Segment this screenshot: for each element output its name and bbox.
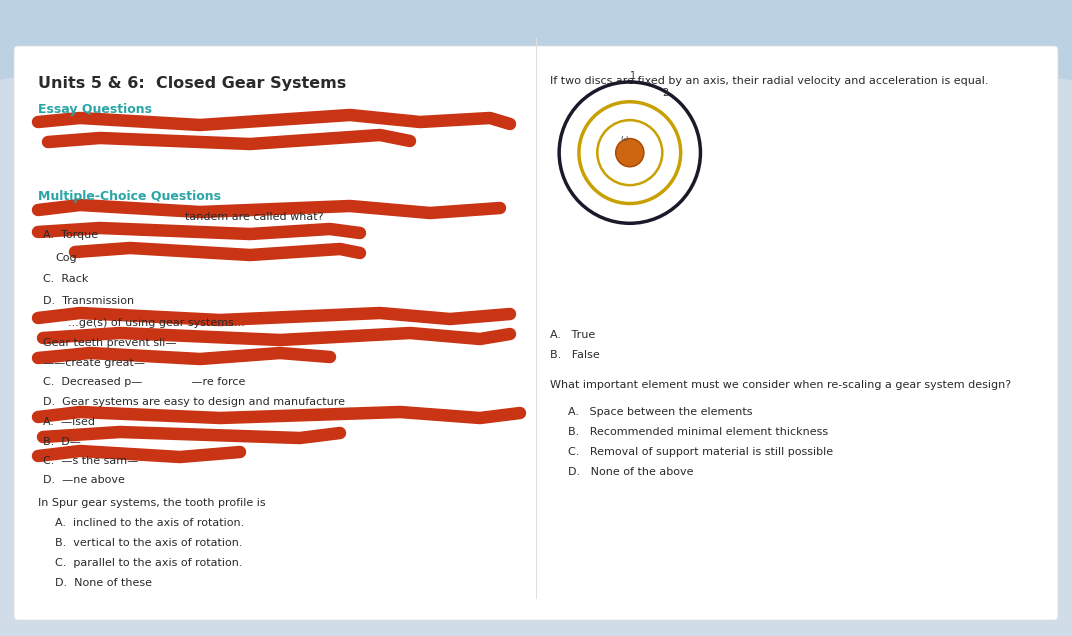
- Text: 1: 1: [629, 71, 636, 81]
- Text: C.  parallel to the axis of rotation.: C. parallel to the axis of rotation.: [55, 558, 242, 568]
- Text: A.  —ised: A. —ised: [43, 417, 95, 427]
- Text: If two discs are fixed by an axis, their radial velocity and acceleration is equ: If two discs are fixed by an axis, their…: [550, 76, 988, 86]
- Text: B.   False: B. False: [550, 350, 599, 360]
- Text: ——create great—: ——create great—: [43, 358, 145, 368]
- Text: ω: ω: [621, 134, 628, 143]
- Text: C.  Rack: C. Rack: [43, 274, 88, 284]
- Text: D.  Transmission: D. Transmission: [43, 296, 134, 306]
- Text: B.  D—: B. D—: [43, 437, 80, 447]
- Text: C.   Removal of support material is still possible: C. Removal of support material is still …: [568, 447, 833, 457]
- Text: A.   True: A. True: [550, 330, 595, 340]
- FancyBboxPatch shape: [14, 46, 1058, 620]
- Text: D.   None of the above: D. None of the above: [568, 467, 694, 477]
- Text: C.  —s the sam—: C. —s the sam—: [43, 456, 138, 466]
- Polygon shape: [0, 0, 1072, 90]
- Text: B.   Recommended minimal element thickness: B. Recommended minimal element thickness: [568, 427, 829, 437]
- Text: D.  None of these: D. None of these: [55, 578, 152, 588]
- Text: tandem are called what?: tandem are called what?: [185, 212, 324, 222]
- Text: Essay Questions: Essay Questions: [38, 103, 152, 116]
- Text: Gear teeth prevent sli—: Gear teeth prevent sli—: [43, 338, 177, 348]
- Circle shape: [615, 139, 644, 167]
- Text: A.  inclined to the axis of rotation.: A. inclined to the axis of rotation.: [55, 518, 244, 528]
- Text: C.  Decreased p—              —re force: C. Decreased p— —re force: [43, 377, 245, 387]
- Text: D.  Gear systems are easy to design and manufacture: D. Gear systems are easy to design and m…: [43, 397, 345, 407]
- Text: Cog: Cog: [55, 253, 76, 263]
- Text: 2: 2: [662, 88, 668, 99]
- Text: A.   Space between the elements: A. Space between the elements: [568, 407, 753, 417]
- Text: D.  —ne above: D. —ne above: [43, 475, 124, 485]
- Text: What important element must we consider when re-scaling a gear system design?: What important element must we consider …: [550, 380, 1011, 390]
- Text: B.  vertical to the axis of rotation.: B. vertical to the axis of rotation.: [55, 538, 242, 548]
- Text: ...ge(s) of using gear systems...: ...ge(s) of using gear systems...: [68, 318, 244, 328]
- Text: In Spur gear systems, the tooth profile is: In Spur gear systems, the tooth profile …: [38, 498, 266, 508]
- Text: Units 5 & 6:  Closed Gear Systems: Units 5 & 6: Closed Gear Systems: [38, 76, 346, 91]
- Text: Multiple-Choice Questions: Multiple-Choice Questions: [38, 190, 221, 203]
- Text: A.  Torque: A. Torque: [43, 230, 99, 240]
